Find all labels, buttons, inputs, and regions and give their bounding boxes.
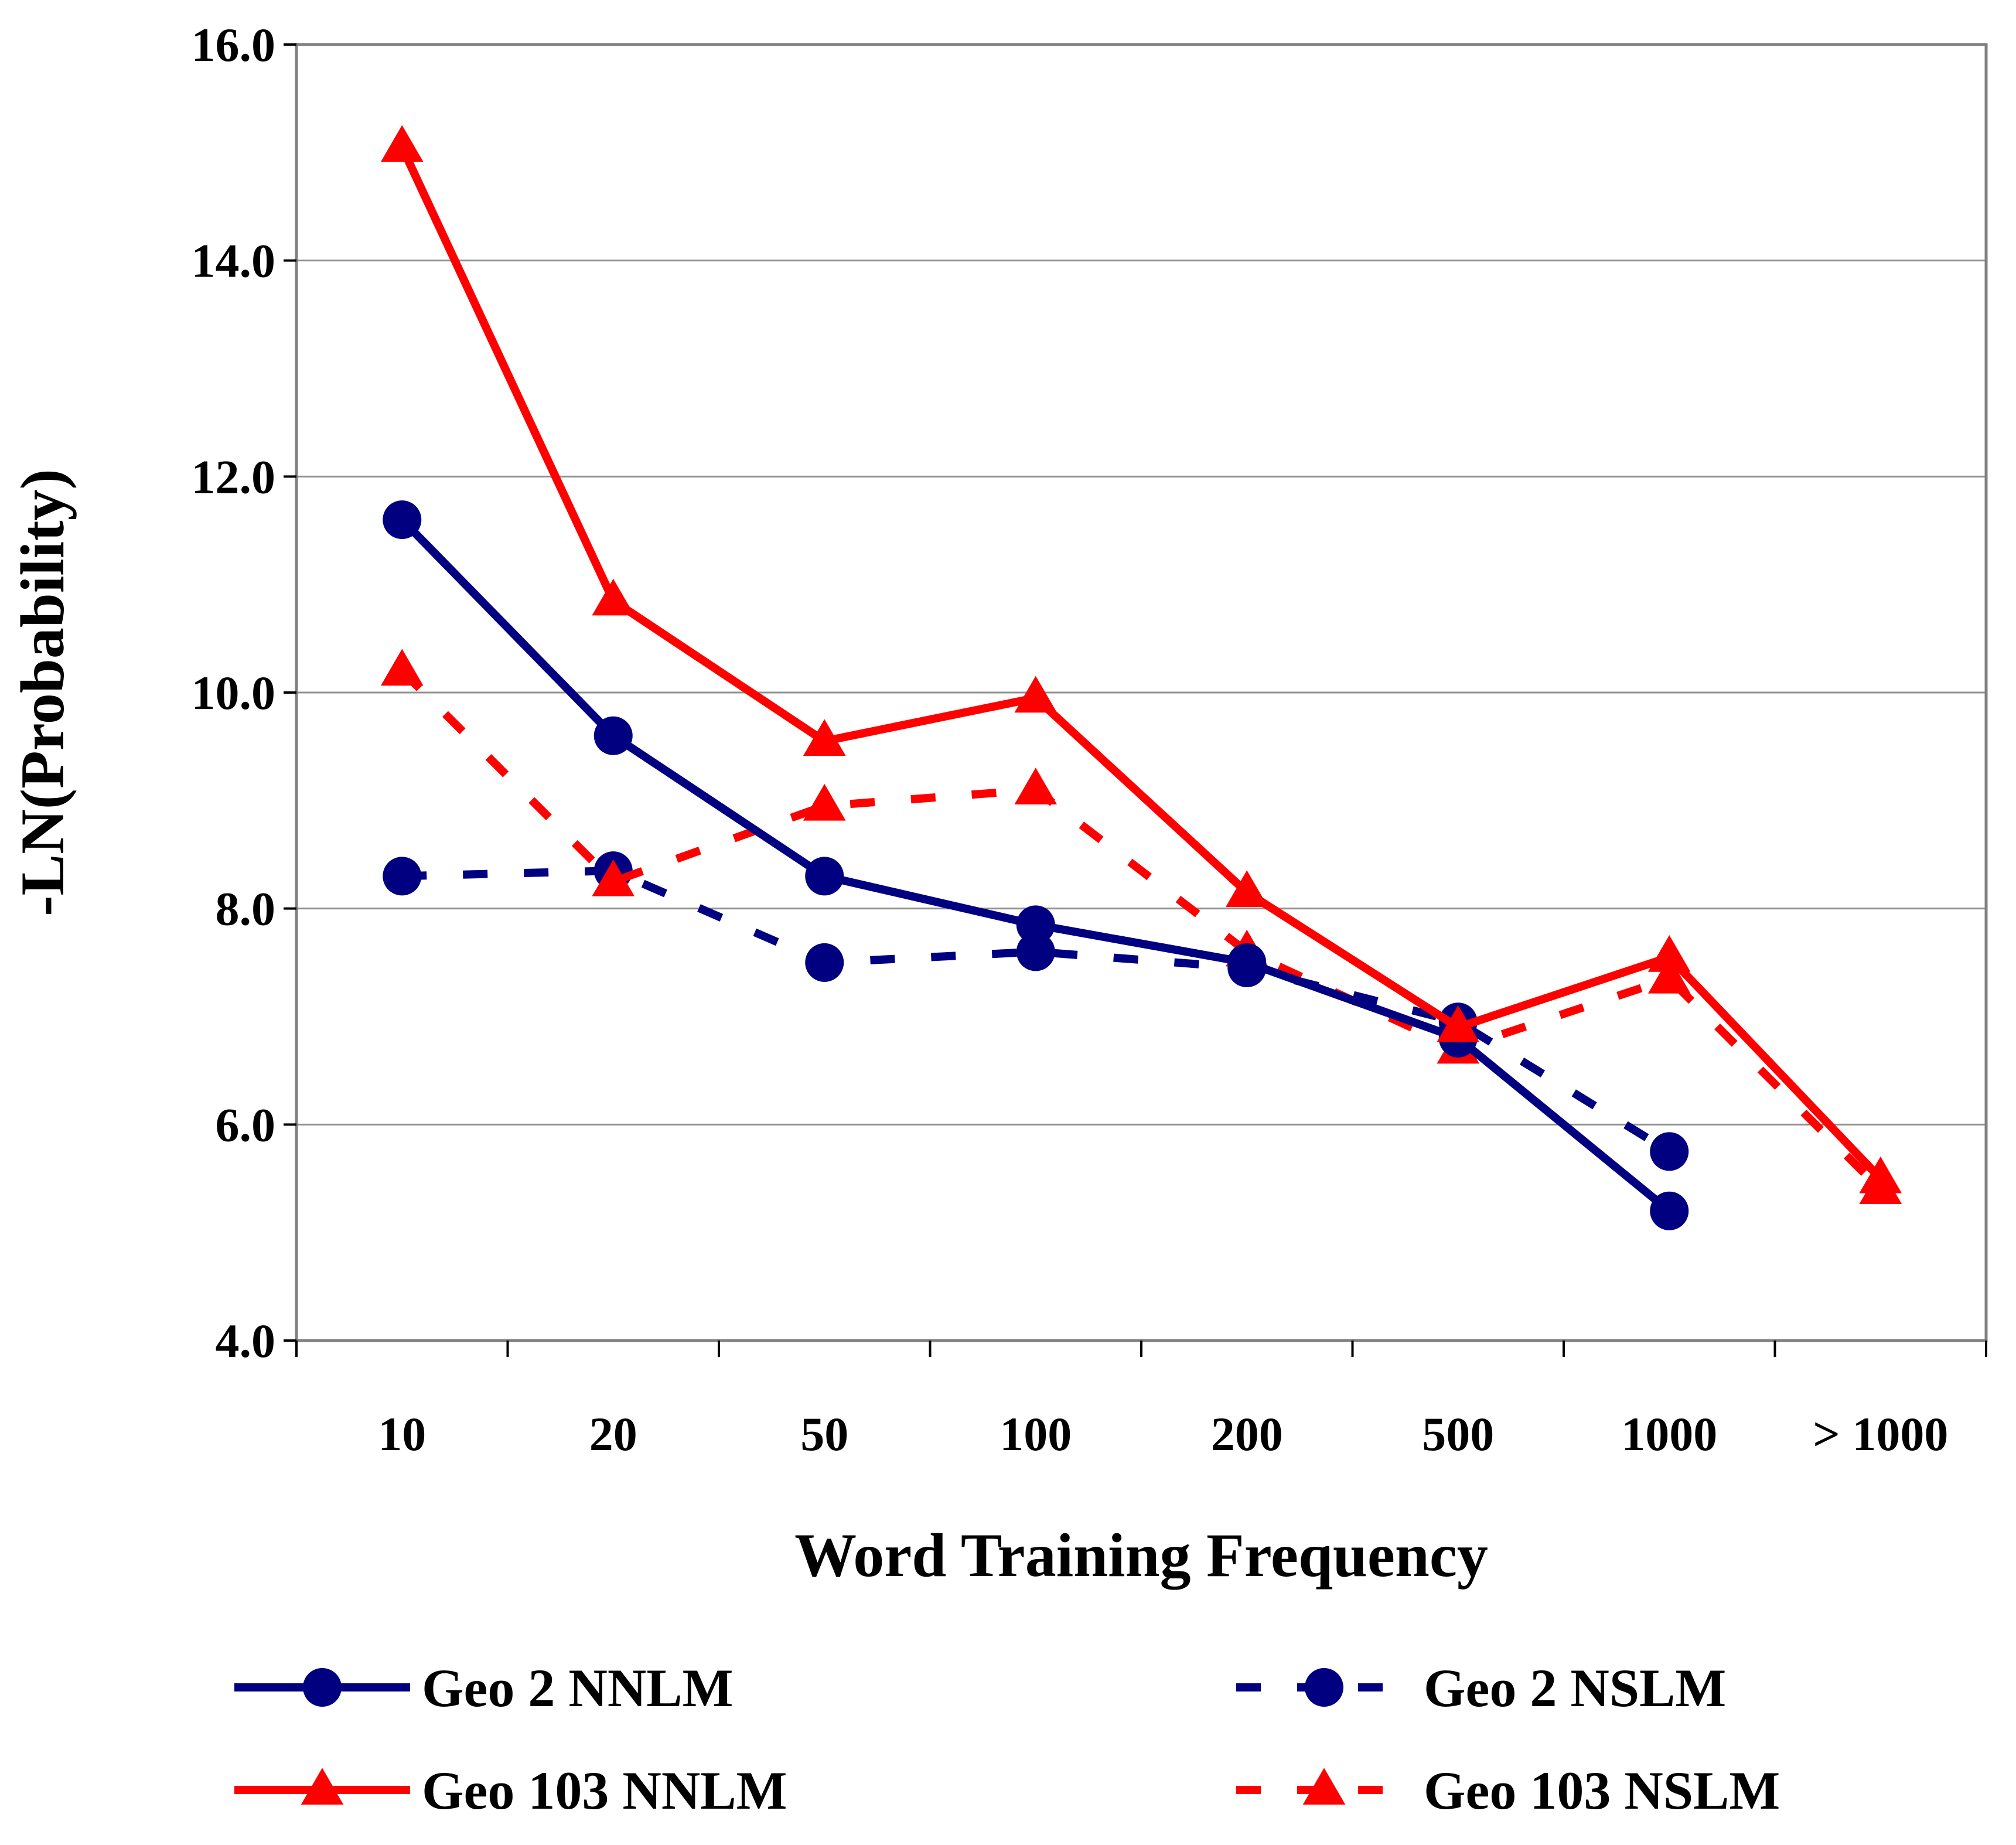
legend-label: Geo 2 NSLM [1424,1658,1726,1718]
data-point [1650,1132,1689,1171]
data-point [1016,932,1055,971]
data-point [1437,1005,1480,1042]
y-tick-label: 12.0 [192,450,276,503]
data-point [1225,870,1268,908]
x-tick-label: 500 [1422,1407,1494,1461]
legend-marker [1302,1768,1346,1805]
data-point [1014,768,1058,804]
y-tick-label: 4.0 [216,1314,276,1367]
data-point [1650,1191,1689,1230]
series-layer [380,125,1902,1230]
data-point [592,859,635,896]
data-point [383,500,422,540]
legend-label: Geo 103 NSLM [1424,1761,1780,1820]
y-tick-label: 8.0 [216,882,276,936]
legend-item: Geo 103 NNLM [234,1761,787,1820]
x-tick-label: > 1000 [1813,1407,1948,1461]
x-tick-label: 10 [378,1407,426,1461]
y-tick-label: 16.0 [192,18,276,71]
legend-item: Geo 103 NSLM [1236,1761,1780,1820]
x-tick-label: 100 [1000,1407,1072,1461]
data-point [383,857,422,896]
data-point [380,125,424,162]
data-point [803,719,846,756]
legend-marker [303,1668,342,1707]
data-point [592,578,635,616]
x-axis-title: Word Training Frequency [794,1521,1488,1590]
axes: 4.0 6.0 8.0 10.0 12.0 14.0 16.0 10 20 50 100 200 500… [192,18,1987,1461]
data-point [1014,676,1058,713]
data-point [803,783,846,821]
x-tick-label: 200 [1211,1407,1283,1461]
legend-label: Geo 103 NNLM [422,1761,787,1820]
data-point [1647,956,1691,994]
data-point [805,857,844,896]
legend-item: Geo 2 NSLM [1236,1658,1726,1718]
legend: Geo 2 NNLM Geo 2 NSLM Geo 103 NNLM Geo 103 … [234,1658,1780,1820]
data-point [380,649,424,686]
legend-marker [301,1768,344,1805]
gridlines [296,260,1986,1126]
data-point [593,716,633,755]
series-line [399,668,1884,1192]
legend-item: Geo 2 NNLM [234,1658,733,1718]
y-axis-title: -LN(Probability) [8,469,77,916]
data-point [1016,905,1055,944]
series-line [398,145,1884,1182]
x-tick-label: 20 [589,1407,637,1461]
y-tick-label: 6.0 [216,1098,276,1151]
series-geo-103-nnlm [380,125,1902,1193]
y-tick-label: 14.0 [192,234,276,288]
data-point [1647,935,1691,972]
legend-marker [1305,1668,1343,1707]
x-tick-label: 1000 [1621,1407,1717,1461]
x-tick-label: 50 [800,1407,848,1461]
legend-label: Geo 2 NNLM [422,1658,733,1718]
data-point [1227,943,1267,982]
y-tick-label: 10.0 [192,666,276,719]
data-point [1859,1156,1902,1193]
data-point [805,943,844,982]
